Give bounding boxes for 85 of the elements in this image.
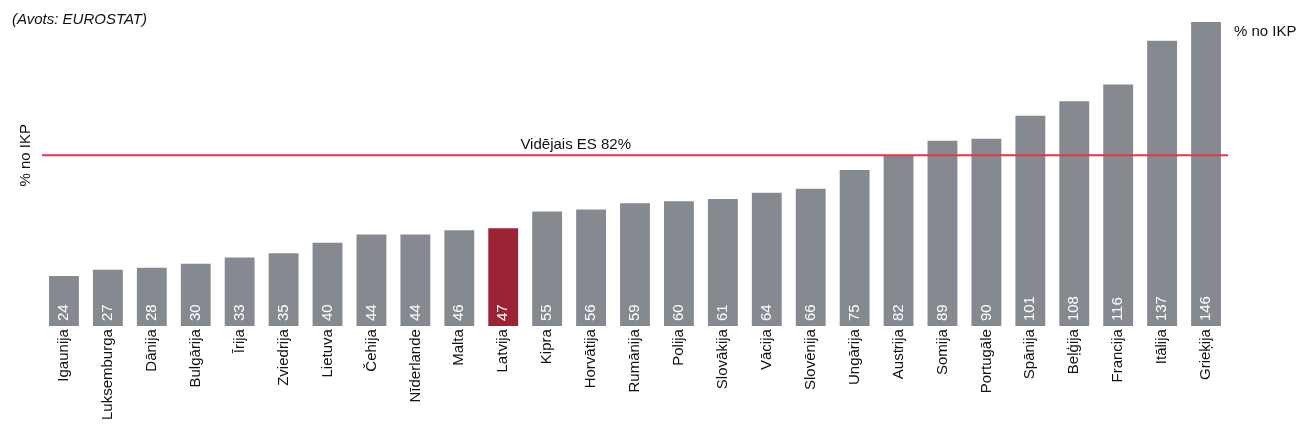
x-tick-label: Slovēnija: [800, 328, 818, 390]
bar: [400, 234, 431, 327]
x-tick-label: Dānija: [141, 328, 159, 372]
bar: [927, 140, 958, 327]
bar: [444, 230, 475, 327]
bar: [49, 276, 79, 327]
data-label: 90: [976, 304, 994, 322]
annotation: (Avots: EUROSTAT): [12, 9, 148, 27]
bar: [136, 267, 167, 327]
data-label: 27: [98, 304, 116, 322]
data-label: 89: [932, 304, 950, 322]
x-tick-label: Malta: [449, 328, 467, 366]
x-tick-label: Vācija: [756, 328, 774, 370]
data-label: 146: [1196, 296, 1214, 322]
data-label: 75: [844, 304, 862, 322]
bar: [576, 209, 607, 327]
x-tick-label: Somija: [932, 328, 950, 375]
data-label: 101: [1020, 296, 1038, 322]
data-label: 116: [1108, 297, 1126, 322]
data-label: 56: [581, 304, 599, 322]
bar: [883, 155, 914, 327]
bar: [1059, 101, 1090, 327]
data-label: 60: [669, 304, 687, 322]
x-tick-label: Grieķija: [1196, 328, 1214, 380]
bar: [620, 203, 650, 327]
data-label: 46: [449, 304, 467, 322]
bar: [224, 257, 255, 327]
bar: [488, 228, 519, 327]
text: % no IKP: [1234, 21, 1297, 39]
data-label: 47: [493, 304, 511, 322]
x-tick-label: Austrija: [888, 328, 906, 380]
x-tick-label: Kipra: [537, 328, 555, 365]
data-label: 64: [756, 304, 774, 322]
bar: [839, 169, 870, 327]
bar: [268, 253, 299, 327]
x-tick-label: Slovākija: [712, 328, 730, 390]
x-tick-label: Itālija: [1152, 328, 1170, 365]
bar: [532, 211, 563, 327]
bar: [795, 188, 826, 327]
data-label: 61: [712, 304, 730, 322]
ref-line-label: Vidējais ES 82%: [520, 134, 632, 152]
bar: [663, 201, 694, 327]
x-tick-label: Polija: [669, 328, 687, 366]
data-label: 28: [141, 304, 159, 322]
x-tick-label: Čehija: [361, 328, 379, 372]
y-axis-title: % no IKP: [16, 124, 34, 187]
x-tick-label: Beļģija: [1064, 328, 1082, 375]
data-label: 30: [185, 304, 203, 322]
data-label: 66: [800, 304, 818, 322]
data-label: 44: [361, 304, 379, 322]
bar: [707, 199, 738, 327]
data-label: 44: [405, 304, 423, 322]
data-label: 82: [888, 304, 906, 322]
x-tick-label: Igaunija: [54, 328, 72, 382]
bar: [92, 269, 123, 327]
bar: [1103, 84, 1134, 327]
x-tick-label: Latvija: [493, 328, 511, 373]
data-label: 108: [1064, 296, 1082, 322]
x-tick-label: Bulgārija: [185, 328, 203, 388]
bar: [1191, 22, 1221, 327]
x-tick-label: Nīderlande: [405, 329, 423, 403]
x-tick-label: Zviedrija: [273, 328, 291, 386]
data-label: 59: [625, 304, 643, 322]
bar: [180, 263, 211, 327]
data-label: 55: [537, 304, 555, 322]
x-tick-label: Īrija: [229, 328, 247, 354]
data-label: 35: [273, 304, 291, 322]
bar: [751, 192, 782, 327]
x-tick-label: Francija: [1108, 328, 1126, 383]
data-label: 40: [317, 304, 335, 322]
x-tick-label: Lietuva: [317, 328, 335, 378]
x-tick-label: Portugāle: [976, 329, 994, 394]
bar: [971, 138, 1002, 327]
data-label: 33: [229, 304, 247, 322]
data-label: 137: [1152, 296, 1170, 322]
x-tick-label: Ungārija: [844, 328, 862, 385]
bar: [1015, 115, 1046, 327]
x-tick-label: Horvātija: [581, 328, 599, 389]
x-tick-label: Rumānija: [625, 328, 643, 393]
bar: [1147, 40, 1178, 327]
x-tick-label: Luksemburga: [98, 328, 116, 420]
data-label: 24: [54, 304, 72, 322]
bar: [356, 234, 387, 327]
bar: [312, 242, 343, 327]
x-tick-label: Spānija: [1020, 328, 1038, 380]
